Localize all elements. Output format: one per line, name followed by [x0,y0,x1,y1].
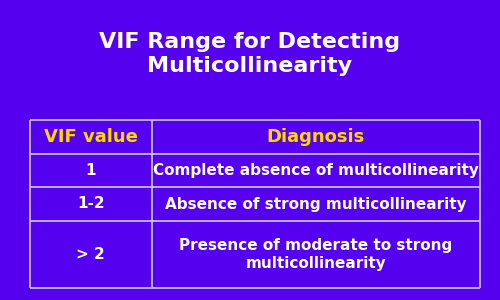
Text: Presence of moderate to strong
multicollinearity: Presence of moderate to strong multicoll… [179,238,452,271]
Text: Absence of strong multicollinearity: Absence of strong multicollinearity [165,196,466,211]
Text: Diagnosis: Diagnosis [266,128,365,146]
Text: 1-2: 1-2 [77,196,104,211]
Text: 1: 1 [86,163,96,178]
Text: > 2: > 2 [76,247,105,262]
Text: VIF Range for Detecting
Multicollinearity: VIF Range for Detecting Multicollinearit… [100,32,401,76]
Text: Complete absence of multicollinearity: Complete absence of multicollinearity [153,163,478,178]
Text: VIF value: VIF value [44,128,138,146]
